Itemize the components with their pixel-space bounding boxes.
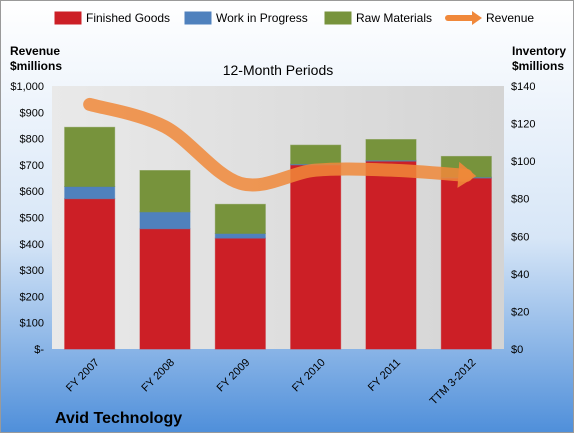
right-tick-label: $60 bbox=[511, 231, 529, 243]
left-tick-label: $100 bbox=[20, 318, 44, 330]
left-tick-label: $300 bbox=[20, 265, 44, 277]
bar-work-in-progress bbox=[139, 211, 191, 230]
right-tick-label: $20 bbox=[511, 306, 529, 318]
left-tick-label: $400 bbox=[20, 239, 44, 251]
right-tick-label: $0 bbox=[511, 344, 523, 356]
right-tick-label: $40 bbox=[511, 269, 529, 281]
bar-work-in-progress bbox=[214, 232, 266, 239]
left-axis: $- $100 $200 $300 $400 $500 $600 $700 $800 $900 $1… bbox=[10, 81, 44, 356]
legend-swatch-work-in-progress bbox=[184, 11, 212, 25]
bar-raw-materials bbox=[290, 144, 342, 165]
left-tick-label: $200 bbox=[20, 291, 44, 303]
right-axis-title-line2: $millions bbox=[512, 59, 564, 73]
left-tick-label: $- bbox=[34, 344, 44, 356]
bar-raw-materials bbox=[214, 203, 266, 234]
company-name: Avid Technology bbox=[55, 410, 182, 427]
bar-series bbox=[64, 126, 492, 350]
bar-finished-goods bbox=[365, 160, 417, 350]
bar-finished-goods bbox=[440, 177, 492, 350]
legend-label-finished-goods: Finished Goods bbox=[86, 11, 170, 25]
bar-raw-materials bbox=[139, 170, 191, 213]
legend-label-revenue: Revenue bbox=[486, 11, 534, 25]
right-axis-title-line1: Inventory bbox=[512, 44, 566, 58]
left-tick-label: $800 bbox=[20, 134, 44, 146]
revenue-line bbox=[83, 97, 477, 192]
bar-work-in-progress bbox=[64, 186, 116, 200]
right-tick-label: $100 bbox=[511, 156, 535, 168]
bar-raw-materials bbox=[64, 126, 116, 188]
bar-raw-materials bbox=[365, 139, 417, 161]
left-tick-label: $600 bbox=[20, 186, 44, 198]
bar-finished-goods bbox=[214, 237, 266, 350]
right-tick-label: $120 bbox=[511, 119, 535, 131]
legend-swatch-finished-goods bbox=[54, 11, 82, 25]
bar-finished-goods bbox=[139, 228, 191, 350]
right-tick-label: $80 bbox=[511, 194, 529, 206]
chart-subtitle: 12-Month Periods bbox=[223, 62, 334, 78]
revenue-arrowhead bbox=[457, 161, 477, 188]
legend-arrowhead-revenue bbox=[472, 11, 482, 25]
revenue-line-path bbox=[83, 97, 473, 192]
left-tick-label: $900 bbox=[20, 107, 44, 119]
plot-area bbox=[52, 86, 504, 349]
legend-label-work-in-progress: Work in Progress bbox=[216, 11, 308, 25]
bar-finished-goods bbox=[290, 164, 342, 350]
left-axis-title-line1: Revenue bbox=[10, 44, 60, 58]
right-axis: $0 $20 $40 $60 $80 $100 $120 $140 bbox=[511, 81, 535, 356]
legend-swatch-raw-materials bbox=[324, 11, 352, 25]
legend-label-raw-materials: Raw Materials bbox=[356, 11, 432, 25]
left-tick-label: $1,000 bbox=[10, 81, 44, 93]
bar-finished-goods bbox=[64, 198, 116, 350]
left-tick-label: $700 bbox=[20, 160, 44, 172]
legend: Finished Goods Work in Progress Raw Materi… bbox=[54, 11, 534, 25]
left-axis-title-line2: $millions bbox=[10, 59, 62, 73]
left-tick-label: $500 bbox=[20, 213, 44, 225]
right-tick-label: $140 bbox=[511, 81, 535, 93]
